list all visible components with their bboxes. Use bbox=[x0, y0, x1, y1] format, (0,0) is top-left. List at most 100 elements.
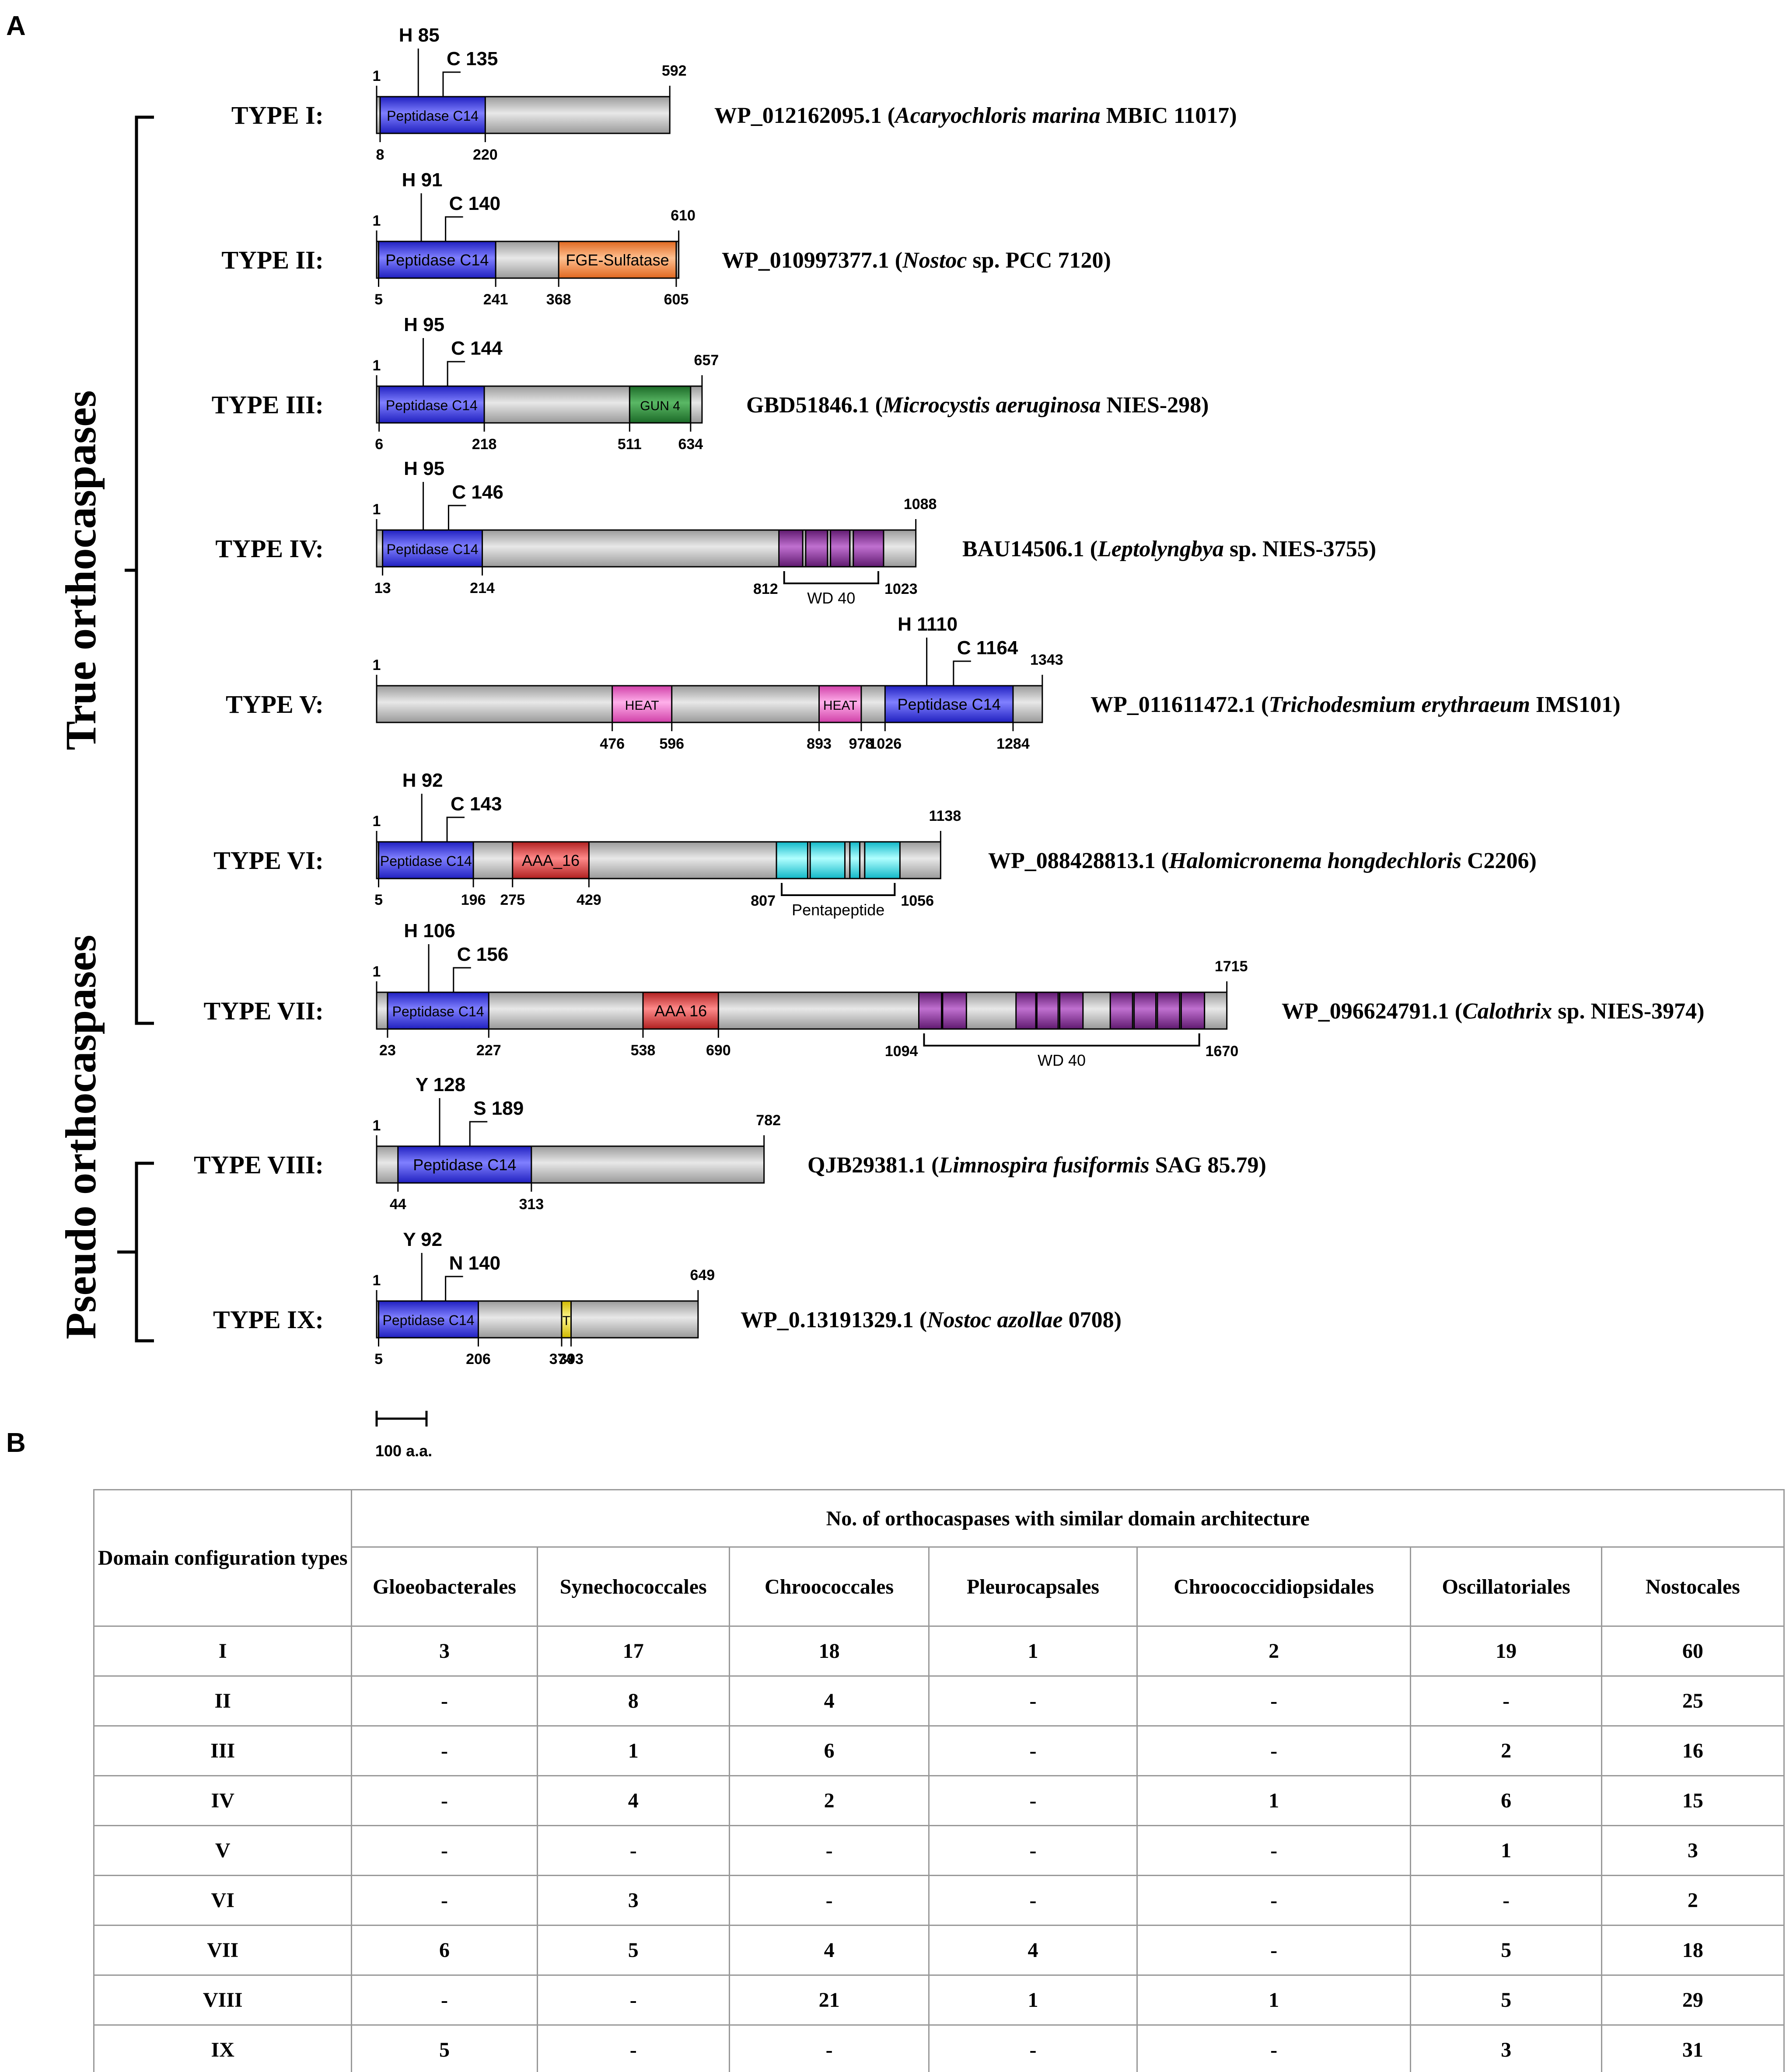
domain-start-residue: 5 bbox=[374, 892, 383, 908]
domain-start-residue: 275 bbox=[500, 892, 525, 908]
wd40-repeat bbox=[830, 529, 851, 568]
peptidase-c14-domain: Peptidase C14 5 196 bbox=[374, 841, 486, 908]
count-cell: 6 bbox=[1410, 1775, 1602, 1826]
count-cell: - bbox=[1136, 1725, 1412, 1776]
domain-end-residue: 605 bbox=[664, 291, 689, 308]
species-name: Halomicronema hongdechloris bbox=[1168, 848, 1461, 873]
type-label: TYPE VIII: bbox=[194, 1151, 324, 1179]
domain-end-residue: 634 bbox=[678, 436, 703, 453]
count-cell: - bbox=[728, 1875, 930, 1926]
count-cell: 6 bbox=[351, 1925, 538, 1976]
accession-id: BAU14506.1 ( bbox=[962, 537, 1097, 562]
domain-end-residue: 241 bbox=[483, 291, 508, 308]
accession-label: WP_088428813.1 (Halomicronema hongdechlo… bbox=[988, 848, 1537, 873]
protein-length: 592 bbox=[662, 63, 687, 79]
architecture-row: TYPE III: Peptidase C14 6 218 GUN 4 511 634 1 65… bbox=[212, 314, 1209, 453]
column-header: Chroococcales bbox=[728, 1546, 930, 1627]
catalytic-site-marker bbox=[442, 71, 461, 97]
count-cell: 18 bbox=[728, 1626, 930, 1677]
accession-label: BAU14506.1 (Leptolyngbya sp. NIES-3755) bbox=[962, 537, 1376, 562]
aaa16-block bbox=[642, 991, 719, 1030]
accession-id: WP_010997377.1 ( bbox=[722, 248, 902, 273]
count-cell: - bbox=[1136, 1925, 1412, 1976]
count-cell: - bbox=[928, 1725, 1138, 1776]
domain-label: AAA_16 bbox=[522, 851, 580, 869]
peptidase-c14-domain: Peptidase C14 13 214 bbox=[374, 529, 495, 596]
domain-label: WD 40 bbox=[1038, 1051, 1086, 1069]
catalytic-site-2: C 1164 bbox=[957, 637, 1018, 659]
peptidase-c14-domain: Peptidase C14 23 227 bbox=[379, 991, 501, 1059]
domain-label: Peptidase C14 bbox=[385, 251, 489, 269]
pseudo-orthocaspases-label: Pseudo orthocaspases bbox=[56, 935, 105, 1339]
table-row: VIII - -21 1 1 5 29 bbox=[93, 1974, 1785, 2026]
protein-length: 1715 bbox=[1215, 958, 1248, 975]
architecture-row: TYPE IV: Peptidase C14 13 214 WD 40 812 1023 1 1… bbox=[215, 458, 1376, 607]
domain-end-residue: 596 bbox=[659, 736, 684, 752]
domain-end-residue: 1670 bbox=[1206, 1043, 1239, 1060]
catalytic-site-1: H 85 bbox=[399, 24, 440, 46]
domain-start-residue: 374 bbox=[549, 1351, 574, 1367]
accession-id: GBD51846.1 ( bbox=[746, 393, 883, 418]
count-cell: 5 bbox=[1410, 1974, 1602, 2026]
count-cell: - bbox=[928, 1875, 1138, 1926]
count-cell: 19 bbox=[1410, 1626, 1602, 1677]
type-label: TYPE VII: bbox=[204, 997, 324, 1025]
protein-backbone bbox=[376, 991, 1228, 1030]
catalytic-site-1: H 92 bbox=[402, 770, 443, 791]
distribution-table: Domain configuration types No. of orthoc… bbox=[93, 1489, 1785, 2072]
table-row: VII 6 5 4 4-5 18 bbox=[93, 1925, 1785, 1976]
count-cell: 4 bbox=[728, 1675, 930, 1727]
catalytic-site-marker bbox=[469, 1121, 488, 1146]
start-residue: 1 bbox=[373, 357, 381, 374]
domain-start-residue: 893 bbox=[807, 736, 832, 752]
peptidase-c14-block bbox=[378, 841, 474, 879]
scale-bar bbox=[375, 1411, 428, 1427]
domain-end-residue: 690 bbox=[706, 1042, 731, 1059]
catalytic-site-2: C 146 bbox=[452, 481, 503, 503]
catalytic-site-2: N 140 bbox=[449, 1252, 500, 1274]
count-cell: 60 bbox=[1601, 1626, 1785, 1677]
domain-end-residue: 978 bbox=[849, 736, 874, 752]
type-cell: VI bbox=[93, 1875, 353, 1926]
accession-label: WP_011611472.1 (Trichodesmium erythraeum… bbox=[1090, 692, 1620, 717]
count-cell: - bbox=[1410, 1875, 1602, 1926]
count-cell: - bbox=[536, 1974, 730, 2026]
accession-label: QJB29381.1 (Limnospira fusiformis SAG 85… bbox=[807, 1153, 1266, 1178]
wd40-repeat bbox=[853, 529, 884, 568]
domain-end-residue: 429 bbox=[577, 892, 601, 908]
peptidase-c14-domain: Peptidase C14 6 218 bbox=[375, 385, 496, 453]
domain-end-residue: 206 bbox=[466, 1351, 491, 1367]
count-cell: 1 bbox=[536, 1725, 730, 1776]
type-label: TYPE III: bbox=[212, 391, 324, 419]
species-name: Limnospira fusiformis bbox=[938, 1153, 1149, 1178]
domain-start-residue: 807 bbox=[751, 893, 776, 909]
domain-start-residue: 511 bbox=[618, 436, 642, 453]
domain-end-residue: 393 bbox=[559, 1351, 584, 1367]
aaa16-domain: AAA 16 538 690 bbox=[631, 991, 731, 1059]
species-name: Acaryochloris marina bbox=[894, 103, 1101, 128]
domain-end-residue: 214 bbox=[470, 580, 495, 596]
panel-a-label: A bbox=[6, 11, 26, 41]
type-label: TYPE V: bbox=[226, 690, 324, 719]
count-cell: 25 bbox=[1601, 1675, 1785, 1727]
type-cell: IX bbox=[93, 2024, 353, 2072]
accession-id: QJB29381.1 ( bbox=[807, 1153, 939, 1178]
architecture-row: TYPE II: Peptidase C14 5 241 FGE-Sulfatase 36… bbox=[221, 169, 1111, 308]
domain-start-residue: 538 bbox=[631, 1042, 656, 1059]
count-cell: 3 bbox=[1601, 1825, 1785, 1876]
count-cell: 1 bbox=[1410, 1825, 1602, 1876]
column-header: Nostocales bbox=[1601, 1546, 1785, 1627]
accession-label: WP_012162095.1 (Acaryochloris marina MBI… bbox=[714, 103, 1237, 128]
catalytic-site-marker bbox=[453, 967, 471, 992]
start-residue: 1 bbox=[373, 1272, 381, 1289]
gun4-block bbox=[629, 385, 692, 424]
repeat-bracket bbox=[923, 1033, 1200, 1046]
count-cell: 4 bbox=[728, 1925, 930, 1976]
gun4-domain: GUN 4 511 634 bbox=[618, 385, 703, 453]
domain-label: WD 40 bbox=[807, 589, 855, 607]
wd40-domain: WD 40 812 1023 bbox=[753, 529, 918, 607]
domain-start-residue: 368 bbox=[546, 291, 571, 308]
count-cell: - bbox=[351, 1875, 538, 1926]
count-cell: 3 bbox=[536, 1875, 730, 1926]
